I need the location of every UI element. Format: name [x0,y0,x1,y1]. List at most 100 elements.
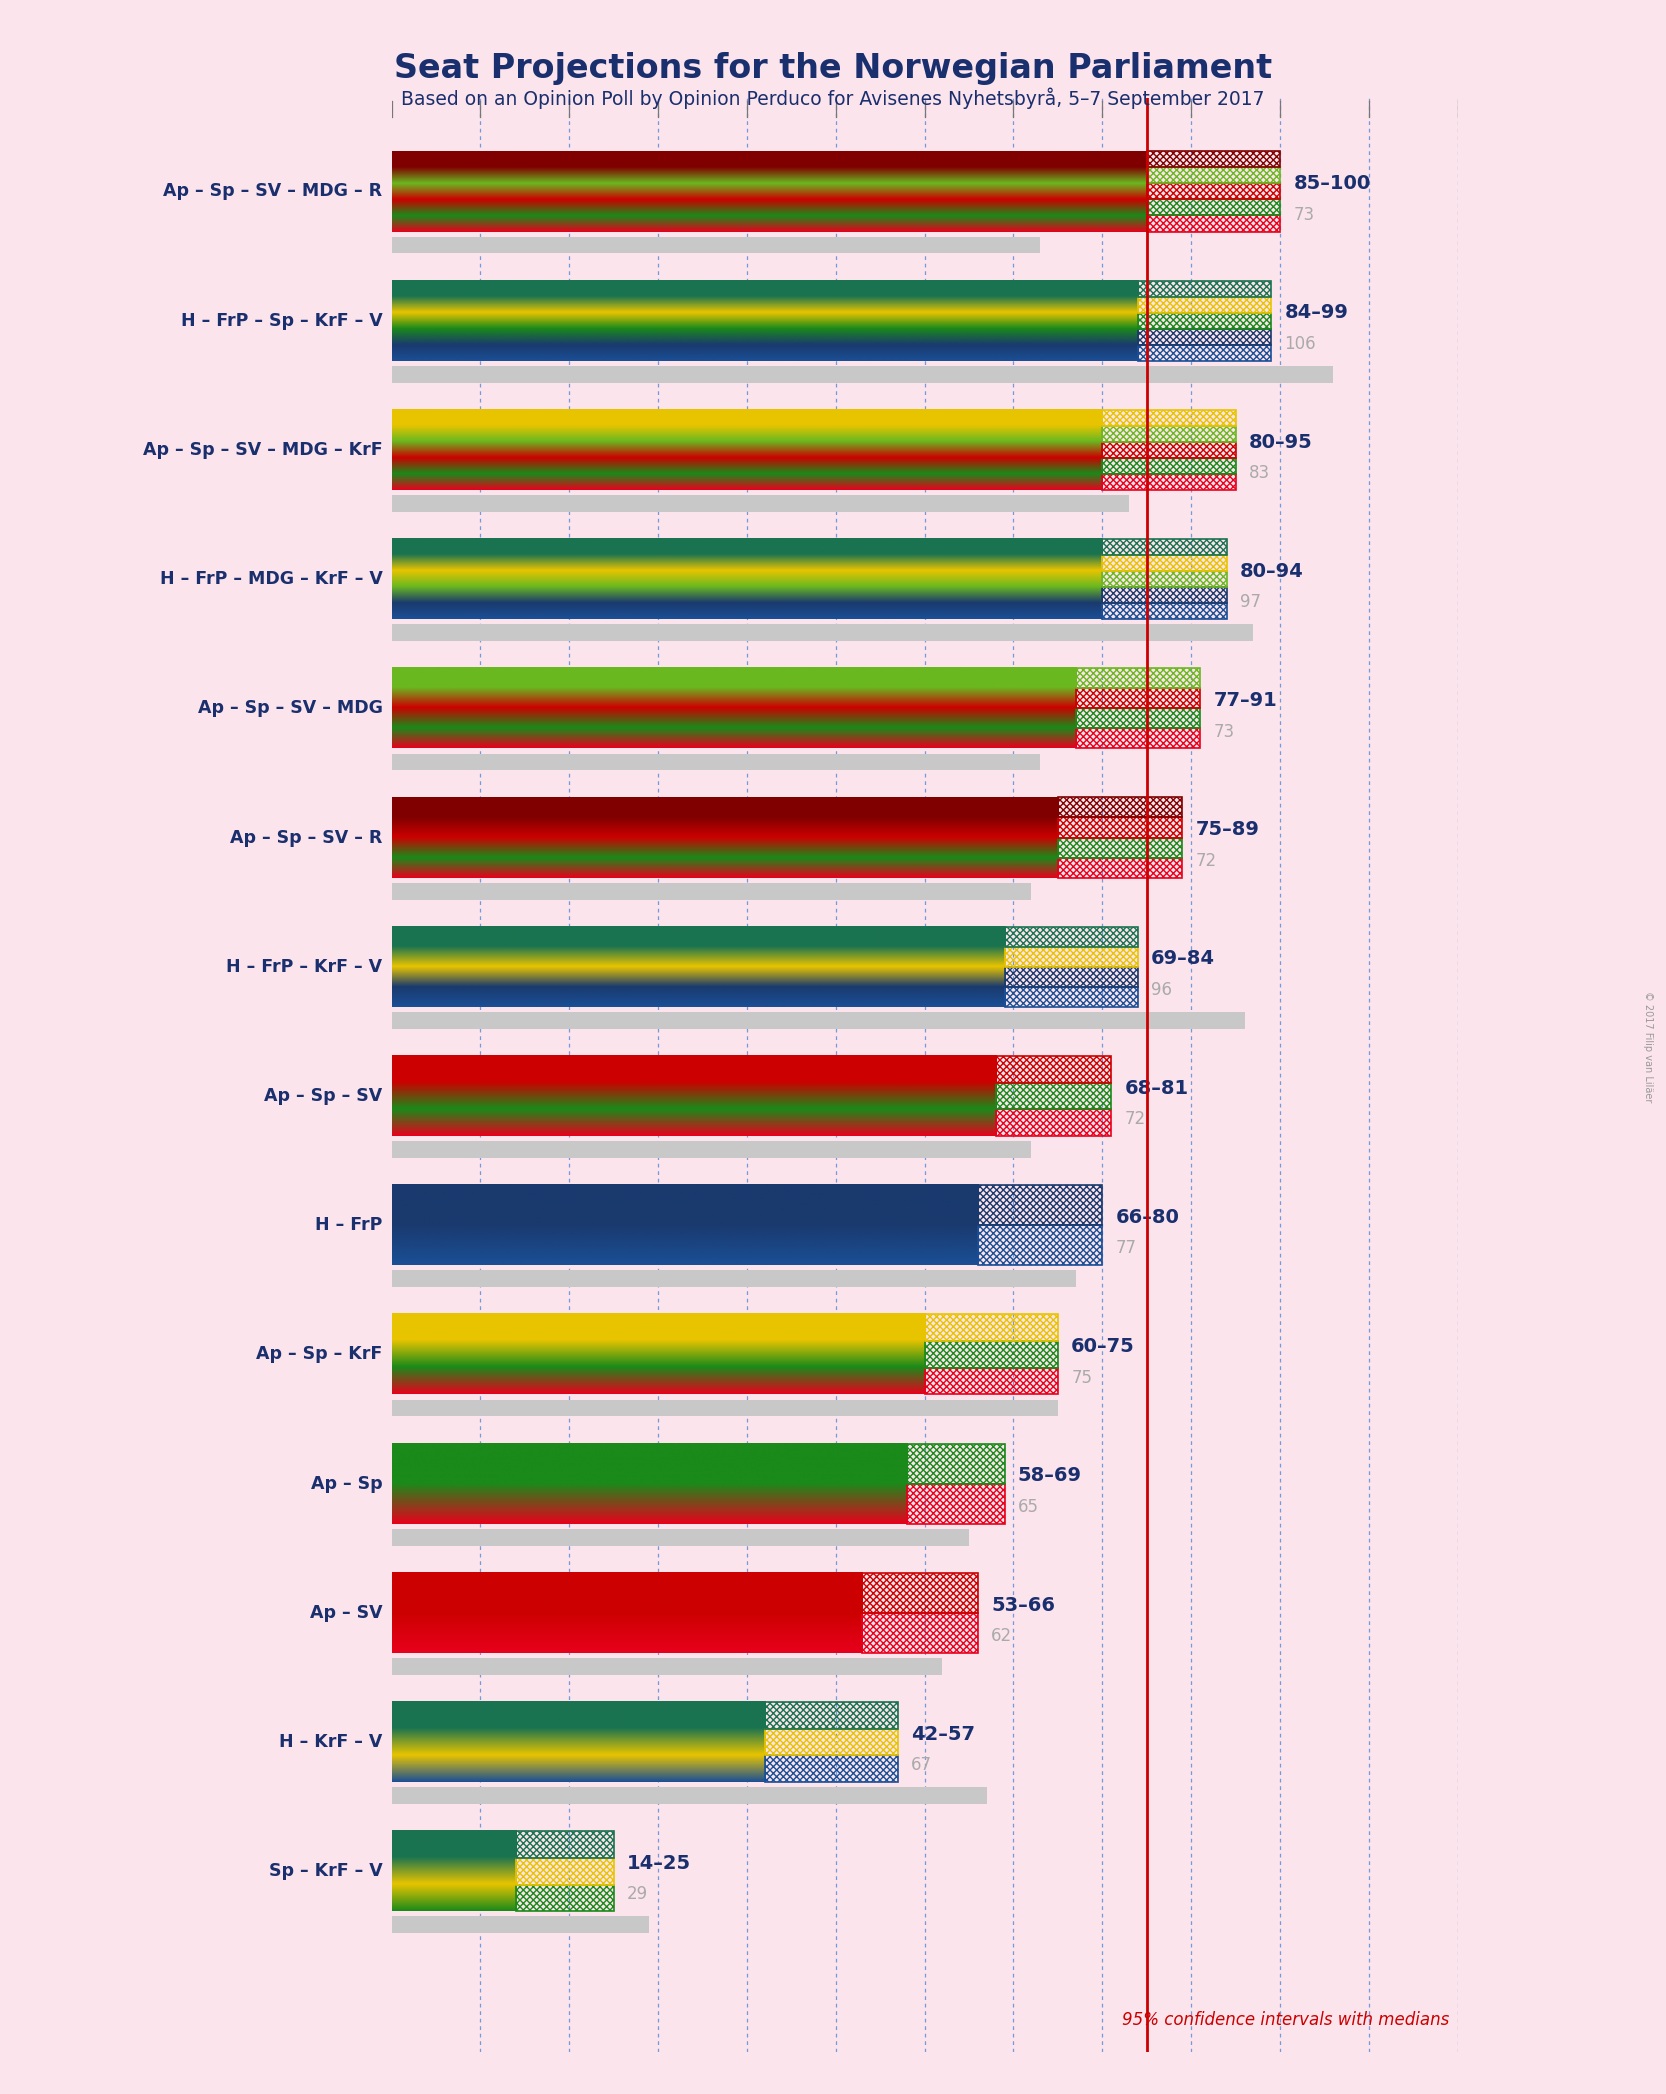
Bar [1058,838,1183,859]
Text: 73: 73 [1213,722,1235,741]
Text: Ap – Sp – SV – MDG: Ap – Sp – SV – MDG [198,699,383,718]
Text: 66–80: 66–80 [1116,1208,1180,1227]
Text: 77: 77 [1116,1240,1136,1256]
Bar [906,1483,1005,1524]
Text: Ap – Sp – KrF: Ap – Sp – KrF [257,1344,383,1363]
Bar [1076,708,1200,729]
Bar [516,1830,613,1857]
Bar [996,1083,1111,1110]
Text: 96: 96 [1151,980,1173,999]
Bar [996,1055,1111,1083]
Bar [1103,473,1236,490]
Bar [996,1110,1111,1137]
Text: 80–95: 80–95 [1250,433,1313,452]
Bar [1103,425,1236,442]
Bar [1146,199,1279,216]
Bar [765,1730,898,1755]
Text: Sp – KrF – V: Sp – KrF – V [268,1862,383,1880]
Text: 68–81: 68–81 [1125,1078,1188,1097]
Text: Ap – Sp – SV – MDG – R: Ap – Sp – SV – MDG – R [163,182,383,201]
Bar [978,1225,1103,1265]
Bar [863,1612,978,1652]
Text: 60–75: 60–75 [1071,1338,1135,1357]
Bar [765,1702,898,1730]
Bar [1146,168,1279,184]
Text: 95% confidence intervals with medians: 95% confidence intervals with medians [1121,2010,1449,2029]
Text: 84–99: 84–99 [1284,304,1348,322]
Bar [392,366,1333,383]
Bar [392,754,1040,771]
Text: 85–100: 85–100 [1293,174,1371,193]
Bar [392,1788,986,1805]
Text: 75: 75 [1071,1369,1093,1386]
Bar [392,1658,943,1675]
Text: 53–66: 53–66 [991,1596,1055,1614]
Bar [392,1399,1058,1416]
Text: 14–25: 14–25 [626,1853,691,1872]
Bar [392,494,1130,511]
Text: 97: 97 [1240,593,1261,611]
Bar [1103,459,1236,473]
Bar [1058,798,1183,817]
Text: © 2017 Filip van Liläer: © 2017 Filip van Liläer [1643,990,1653,1104]
Bar [1005,928,1138,946]
Text: 75–89: 75–89 [1196,821,1259,840]
Text: Seat Projections for the Norwegian Parliament: Seat Projections for the Norwegian Parli… [393,52,1273,86]
Text: 80–94: 80–94 [1240,561,1304,580]
Bar [1146,216,1279,232]
Bar [1005,986,1138,1007]
Text: Based on an Opinion Poll by Opinion Perduco for Avisenes Nyhetsbyrå, 5–7 Septemb: Based on an Opinion Poll by Opinion Perd… [402,88,1264,109]
Text: Ap – Sp – SV – MDG – KrF: Ap – Sp – SV – MDG – KrF [143,442,383,459]
Text: 106: 106 [1284,335,1316,354]
Bar [516,1857,613,1885]
Bar [1103,555,1226,572]
Text: 67: 67 [911,1757,933,1774]
Bar [516,1885,613,1912]
Bar [1138,346,1271,360]
Bar [1103,538,1226,555]
Bar [925,1367,1058,1395]
Text: 42–57: 42–57 [911,1725,975,1744]
Text: 77–91: 77–91 [1213,691,1278,710]
Text: 65: 65 [1018,1497,1040,1516]
Bar [392,1271,1076,1288]
Text: Ap – Sp: Ap – Sp [312,1474,383,1493]
Text: Ap – Sp – SV: Ap – Sp – SV [265,1087,383,1106]
Bar [765,1755,898,1782]
Bar [1103,603,1226,620]
Bar [1076,668,1200,689]
Text: Ap – SV: Ap – SV [310,1604,383,1621]
Bar [392,884,1031,900]
Bar [1058,859,1183,877]
Bar [1058,817,1183,838]
Text: 69–84: 69–84 [1151,949,1215,970]
Text: 72: 72 [1196,852,1216,869]
Text: 58–69: 58–69 [1018,1466,1081,1485]
Bar [1005,946,1138,967]
Bar [925,1315,1058,1340]
Bar [978,1185,1103,1225]
Bar [1138,297,1271,312]
Bar [863,1573,978,1612]
Bar [1076,729,1200,748]
Bar [1103,586,1226,603]
Bar [1103,442,1236,459]
Text: 73: 73 [1293,205,1314,224]
Bar [1103,572,1226,586]
Text: H – FrP – MDG – KrF – V: H – FrP – MDG – KrF – V [160,570,383,588]
Bar [906,1443,1005,1483]
Bar [1138,281,1271,297]
Bar [1103,410,1236,425]
Text: 29: 29 [626,1885,648,1903]
Text: H – FrP – KrF – V: H – FrP – KrF – V [227,957,383,976]
Text: 62: 62 [991,1627,1013,1646]
Text: 72: 72 [1125,1110,1146,1129]
Bar [1146,151,1279,168]
Text: H – FrP – Sp – KrF – V: H – FrP – Sp – KrF – V [182,312,383,329]
Bar [1138,312,1271,329]
Bar [392,1011,1245,1028]
Text: H – FrP: H – FrP [315,1217,383,1233]
Bar [1076,689,1200,708]
Bar [925,1340,1058,1367]
Bar [392,624,1253,641]
